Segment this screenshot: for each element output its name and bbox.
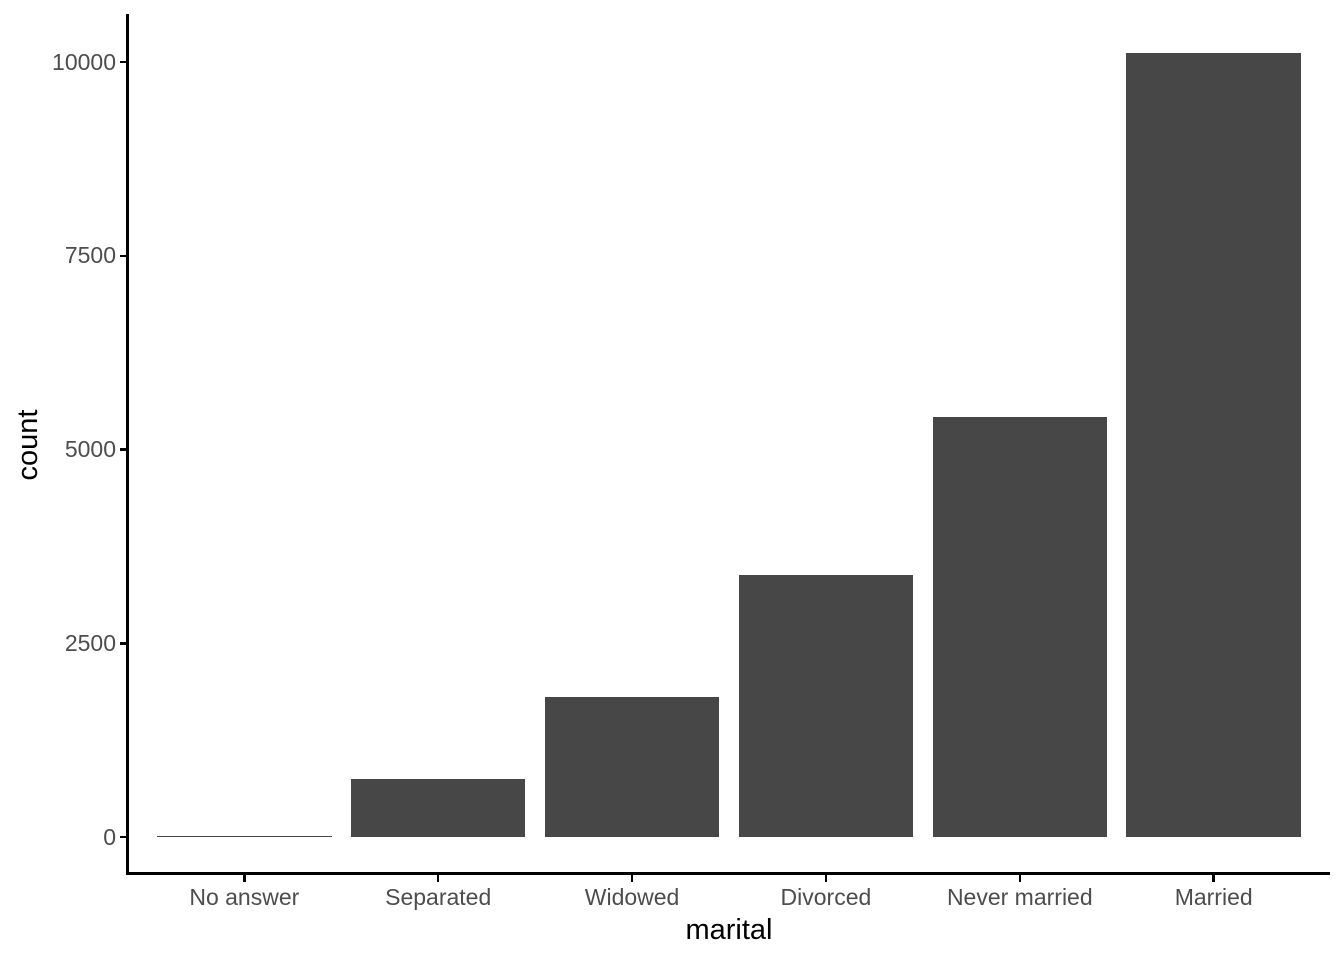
x-tick-label-married: Married xyxy=(1174,884,1253,910)
y-tick-mark xyxy=(120,448,126,451)
bar-never-married xyxy=(932,417,1108,837)
y-tick-label: 0 xyxy=(103,823,116,850)
y-tick-label: 10000 xyxy=(52,48,116,75)
y-tick-mark xyxy=(120,60,126,64)
y-tick-label: 7500 xyxy=(64,242,116,269)
y-axis-title: count xyxy=(12,409,44,481)
x-tick-mark xyxy=(630,875,634,882)
y-tick-mark xyxy=(120,835,126,839)
x-tick-label-divorced: Divorced xyxy=(780,884,872,910)
y-tick-label: 2500 xyxy=(64,629,116,656)
bar-no-answer xyxy=(157,835,332,837)
bar-widowed xyxy=(544,696,720,837)
bar-married xyxy=(1126,52,1301,837)
x-tick-mark xyxy=(1212,875,1215,882)
y-axis-line xyxy=(126,14,129,875)
y-tick-label: 5000 xyxy=(64,436,116,462)
x-tick-label-separated: Separated xyxy=(385,884,492,910)
x-tick-label-never-married: Never married xyxy=(946,884,1093,910)
y-tick-mark xyxy=(120,642,126,645)
x-tick-label-widowed: Widowed xyxy=(584,884,680,910)
bar-separated xyxy=(350,779,526,837)
x-tick-mark xyxy=(1018,875,1022,882)
bar-divorced xyxy=(738,574,914,837)
x-tick-mark xyxy=(243,875,246,882)
x-axis-title: marital xyxy=(685,914,773,946)
y-tick-mark xyxy=(120,254,126,257)
x-axis-line xyxy=(126,872,1330,875)
x-tick-label-no-answer: No answer xyxy=(189,884,300,910)
x-tick-mark xyxy=(824,875,828,882)
x-tick-mark xyxy=(436,875,440,882)
